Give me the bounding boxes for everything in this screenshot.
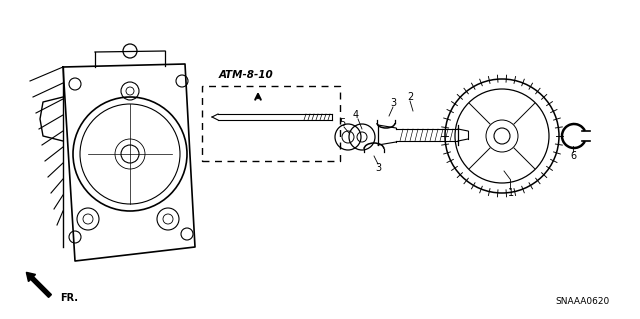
Text: 3: 3 [375, 163, 381, 173]
Text: 2: 2 [407, 92, 413, 102]
Text: 6: 6 [570, 151, 576, 161]
Text: FR.: FR. [60, 293, 78, 303]
Text: SNAAA0620: SNAAA0620 [555, 296, 609, 306]
FancyArrow shape [26, 272, 51, 297]
Text: 5: 5 [339, 118, 345, 128]
Text: 3: 3 [390, 98, 396, 108]
Bar [202, 86, 340, 161]
Text: 1: 1 [508, 188, 514, 198]
Text: ATM-8-10: ATM-8-10 [219, 70, 273, 80]
Text: 4: 4 [353, 110, 359, 120]
